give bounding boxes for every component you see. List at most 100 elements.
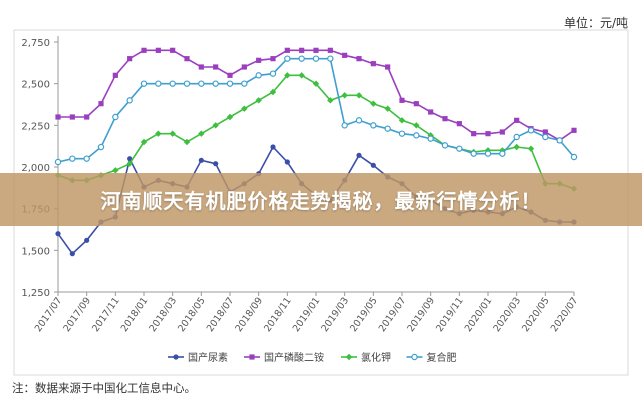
data-point <box>127 156 133 162</box>
data-point <box>413 132 420 139</box>
y-tick-label: 2,000 <box>21 163 50 174</box>
series-国产磷酸二铵 <box>55 47 577 143</box>
data-point <box>97 143 105 151</box>
data-point <box>484 150 492 157</box>
data-point <box>284 72 291 79</box>
data-point <box>356 152 362 158</box>
data-point <box>298 72 305 79</box>
data-point <box>140 80 148 87</box>
data-point <box>170 47 176 53</box>
data-point <box>155 130 162 137</box>
y-tick-label: 1,500 <box>21 246 50 257</box>
data-point <box>470 150 477 157</box>
legend-label: 国产磷酸二铵 <box>264 351 324 364</box>
series-line <box>58 49 575 142</box>
y-tick-label: 2,500 <box>21 80 50 91</box>
data-point <box>69 114 75 120</box>
data-point <box>370 162 376 168</box>
data-point <box>270 56 276 62</box>
data-point <box>442 116 448 122</box>
data-point <box>141 47 147 53</box>
data-point <box>542 133 549 141</box>
data-point <box>140 138 148 146</box>
data-point <box>241 105 248 112</box>
data-point <box>284 159 290 165</box>
data-point <box>384 105 391 112</box>
data-point <box>98 101 104 107</box>
data-point <box>226 113 234 121</box>
data-point <box>411 353 418 361</box>
data-point <box>241 64 247 70</box>
legend-item: 国产尿素 <box>168 351 228 364</box>
data-point <box>514 117 520 123</box>
data-point <box>155 80 162 87</box>
data-point <box>427 135 434 142</box>
legend-item: 国产磷酸二铵 <box>244 351 324 364</box>
data-point <box>83 155 90 162</box>
data-point <box>298 55 305 62</box>
data-point <box>127 56 133 62</box>
data-point <box>269 88 277 96</box>
data-point <box>173 354 179 360</box>
data-point <box>69 251 75 257</box>
data-point <box>212 80 219 87</box>
data-point <box>198 64 204 70</box>
data-point <box>84 114 90 120</box>
legend-item: 复合肥 <box>406 351 457 364</box>
data-point <box>55 114 61 120</box>
data-point <box>198 130 205 137</box>
series-line <box>57 57 575 163</box>
data-point <box>456 121 462 127</box>
data-point <box>341 92 348 99</box>
data-point <box>270 144 276 150</box>
data-point <box>345 353 353 361</box>
data-point <box>255 72 262 79</box>
data-point <box>398 130 406 137</box>
data-point <box>385 64 391 70</box>
data-point <box>169 130 176 137</box>
data-point <box>299 47 305 53</box>
data-point <box>513 143 520 151</box>
data-point <box>312 55 320 62</box>
data-point <box>112 72 118 78</box>
y-tick-label: 2,750 <box>21 38 50 49</box>
data-point <box>313 47 319 53</box>
data-point <box>342 52 348 58</box>
legend-label: 国产尿素 <box>188 351 228 364</box>
data-point <box>126 160 133 167</box>
data-point <box>441 142 449 149</box>
data-point <box>284 55 291 62</box>
data-point <box>399 97 405 103</box>
data-point <box>155 47 161 53</box>
data-point <box>69 155 76 162</box>
data-point <box>413 101 419 107</box>
data-point <box>126 97 133 104</box>
data-point <box>184 56 190 62</box>
x-tick-label: 2019/11 <box>434 295 466 334</box>
x-tick-label: 2018/05 <box>176 295 208 334</box>
data-point <box>356 56 362 62</box>
x-tick-label: 2017/07 <box>33 295 65 334</box>
data-point <box>341 122 348 129</box>
data-point <box>227 72 233 78</box>
data-point <box>384 125 391 132</box>
legend-label: 复合肥 <box>427 351 457 364</box>
x-tick-label: 2019/09 <box>405 295 437 334</box>
data-point <box>456 145 463 152</box>
data-point <box>327 55 334 62</box>
data-point <box>212 122 219 129</box>
data-point <box>527 127 535 134</box>
legend: 国产尿素 国产磷酸二铵 氯化钾 复合肥 <box>168 351 457 364</box>
data-point <box>312 80 320 87</box>
unit-label: 单位：元/吨 <box>563 16 628 30</box>
title-banner: 河南顺天有机肥价格走势揭秘，最新行情分析！ <box>0 173 642 226</box>
x-tick-label: 2018/07 <box>205 295 237 334</box>
series-复合肥 <box>54 55 578 166</box>
x-tick-label: 2020/07 <box>549 295 581 334</box>
x-tick-label: 2018/11 <box>262 295 294 334</box>
data-point <box>183 138 191 146</box>
footnote: 注：数据来源于中国化工信息中心。 <box>12 381 196 395</box>
data-point <box>485 131 491 137</box>
data-point <box>513 133 520 141</box>
x-tick-label: 2020/03 <box>491 295 523 334</box>
